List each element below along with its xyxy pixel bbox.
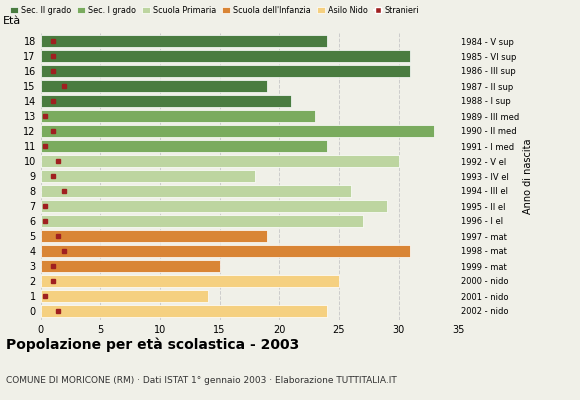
- Bar: [41, 215, 362, 227]
- Bar: [41, 290, 208, 302]
- Legend: Sec. II grado, Sec. I grado, Scuola Primaria, Scuola dell'Infanzia, Asilo Nido, : Sec. II grado, Sec. I grado, Scuola Prim…: [10, 6, 419, 15]
- Bar: [41, 140, 327, 152]
- Bar: [41, 260, 220, 272]
- Bar: [41, 200, 387, 212]
- Bar: [41, 275, 339, 287]
- Bar: [41, 155, 398, 167]
- Bar: [41, 305, 327, 317]
- Bar: [41, 110, 315, 122]
- Text: Età: Età: [3, 16, 21, 26]
- Bar: [41, 35, 327, 47]
- Bar: [41, 245, 411, 257]
- Bar: [41, 125, 434, 137]
- Bar: [41, 170, 255, 182]
- Bar: [41, 95, 291, 107]
- Y-axis label: Anno di nascita: Anno di nascita: [523, 138, 534, 214]
- Bar: [41, 80, 267, 92]
- Bar: [41, 230, 267, 242]
- Bar: [41, 50, 411, 62]
- Text: Popolazione per età scolastica - 2003: Popolazione per età scolastica - 2003: [6, 338, 299, 352]
- Bar: [41, 65, 411, 77]
- Bar: [41, 185, 351, 197]
- Text: COMUNE DI MORICONE (RM) · Dati ISTAT 1° gennaio 2003 · Elaborazione TUTTITALIA.I: COMUNE DI MORICONE (RM) · Dati ISTAT 1° …: [6, 376, 397, 385]
